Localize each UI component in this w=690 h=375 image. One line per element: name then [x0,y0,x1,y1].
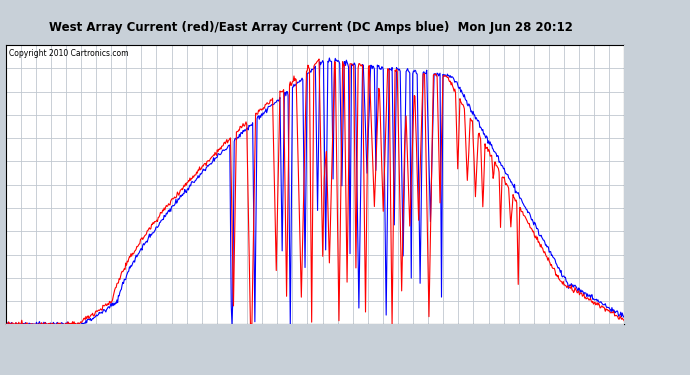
Text: Copyright 2010 Cartronics.com: Copyright 2010 Cartronics.com [8,49,128,58]
Text: West Array Current (red)/East Array Current (DC Amps blue)  Mon Jun 28 20:12: West Array Current (red)/East Array Curr… [48,21,573,34]
